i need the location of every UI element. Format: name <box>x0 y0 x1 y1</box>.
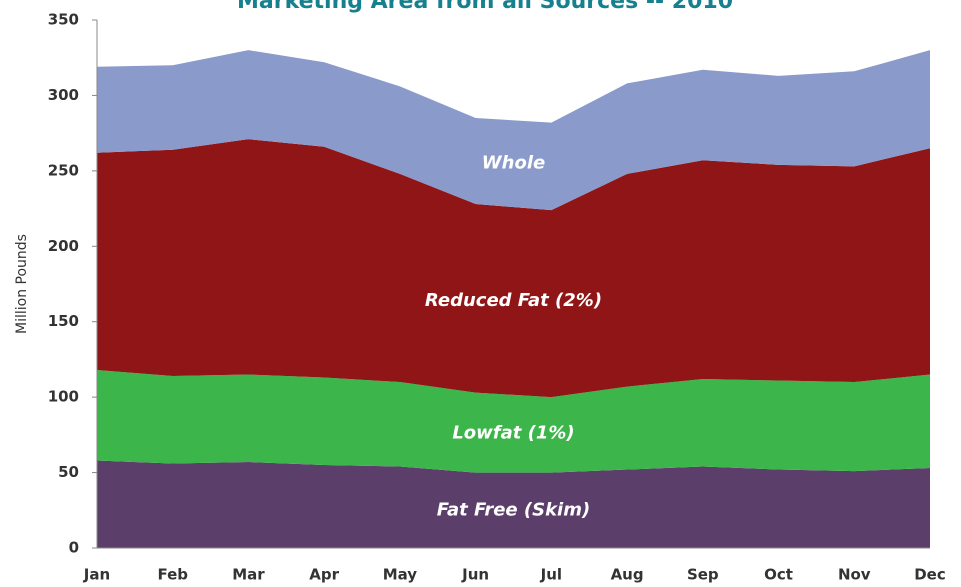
series-label: Reduced Fat (2%) <box>425 290 602 311</box>
y-tick-label: 150 <box>48 312 79 330</box>
x-tick-label: Jun <box>461 566 489 584</box>
x-tick-label: Jul <box>540 566 562 584</box>
x-tick-label: Oct <box>764 566 793 584</box>
series-label: Whole <box>482 153 545 174</box>
series-label: Lowfat (1%) <box>452 423 574 444</box>
y-tick-label: 250 <box>48 161 79 179</box>
area <box>97 460 930 548</box>
area <box>97 50 930 211</box>
x-tick-label: Aug <box>611 566 644 584</box>
y-tick-label: 0 <box>69 539 79 557</box>
y-tick-label: 50 <box>58 463 79 481</box>
area <box>97 369 930 473</box>
series-label: Fat Free (Skim) <box>437 499 590 520</box>
x-tick-label: Feb <box>157 566 188 584</box>
x-tick-label: Jan <box>83 566 110 584</box>
y-tick-label: 350 <box>48 11 79 29</box>
y-tick-label: 300 <box>48 86 79 104</box>
x-tick-label: Dec <box>914 566 946 584</box>
x-tick-label: Mar <box>232 566 265 584</box>
x-tick-label: Apr <box>309 566 339 584</box>
y-axis-label: Million Pounds <box>14 234 30 334</box>
area <box>97 139 930 398</box>
y-tick-label: 200 <box>48 237 79 255</box>
x-tick-label: Nov <box>838 566 871 584</box>
x-tick-label: May <box>383 566 418 584</box>
chart-title: Marketing Area from all Sources -- 2010 <box>237 0 733 14</box>
y-tick-label: 100 <box>48 388 79 406</box>
x-tick-label: Sep <box>687 566 719 584</box>
